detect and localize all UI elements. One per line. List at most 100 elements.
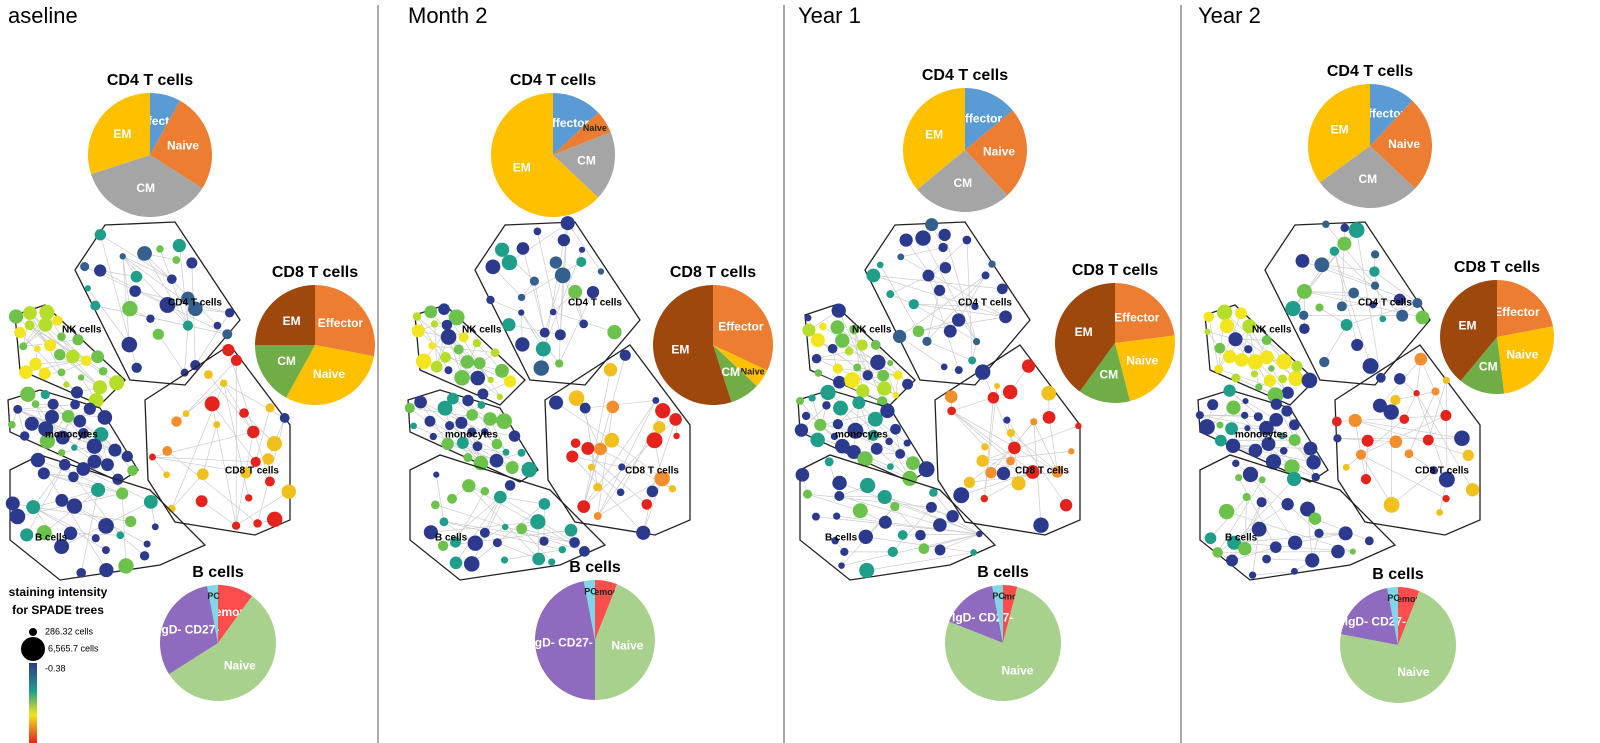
tree-node xyxy=(1287,535,1303,550)
tree-node xyxy=(30,452,46,468)
tree-edge xyxy=(951,410,1011,462)
tree-node xyxy=(19,342,28,351)
tree-edge xyxy=(255,407,271,462)
tree-edge xyxy=(1033,421,1058,473)
tree-edge xyxy=(184,325,189,373)
tree-edge xyxy=(839,495,940,526)
tree-edge xyxy=(1252,529,1260,576)
tree-node xyxy=(604,432,620,448)
tree-node xyxy=(70,386,84,399)
tree-node xyxy=(641,499,653,510)
tree-node xyxy=(467,535,483,551)
tree-edge xyxy=(558,291,594,364)
tree-node xyxy=(944,390,958,404)
tree-node xyxy=(832,363,843,374)
tree-node xyxy=(39,304,55,320)
tree-node xyxy=(253,519,262,528)
tree-node xyxy=(172,238,186,253)
slice-label: Effector xyxy=(1114,310,1160,324)
tree-edge xyxy=(171,473,204,509)
tree-edge xyxy=(521,528,553,563)
tree-node xyxy=(65,349,80,364)
tree-edge xyxy=(504,549,563,561)
tree-node xyxy=(939,262,952,274)
tree-node xyxy=(33,345,41,353)
tree-edge xyxy=(443,529,572,547)
tree-node xyxy=(994,382,1001,389)
tree-edge xyxy=(501,249,535,282)
tree-edge xyxy=(87,288,130,345)
tree-node xyxy=(477,401,486,409)
tree-edge xyxy=(1233,478,1295,544)
tree-node xyxy=(535,341,551,357)
tree-node xyxy=(73,414,87,428)
tree-node xyxy=(440,329,457,345)
tree-edge xyxy=(534,281,546,333)
tree-edge xyxy=(178,245,189,326)
tree-node xyxy=(1415,310,1430,325)
tree-edge xyxy=(420,401,485,433)
tree-node xyxy=(462,479,476,493)
tree-node xyxy=(80,262,90,272)
tree-node xyxy=(947,406,956,416)
tree-node xyxy=(91,482,106,497)
tree-node xyxy=(428,342,436,350)
tree-node xyxy=(463,556,480,572)
tree-node xyxy=(1030,418,1038,426)
tree-node xyxy=(1333,434,1342,443)
tree-node xyxy=(91,534,100,543)
tree-edge xyxy=(926,341,973,361)
tree-edge xyxy=(836,515,980,535)
tree-node xyxy=(415,353,432,370)
tree-node xyxy=(116,531,125,540)
tree-node xyxy=(579,319,589,329)
tree-node xyxy=(129,285,141,297)
tree-node xyxy=(1279,446,1288,455)
tree-node xyxy=(1436,509,1444,516)
tree-node xyxy=(489,453,504,468)
pie-slice xyxy=(1003,585,1018,643)
tree-node xyxy=(1214,434,1227,447)
tree-node xyxy=(922,269,935,282)
slice-label: EM xyxy=(283,314,301,328)
tree-node xyxy=(502,448,510,456)
tree-node xyxy=(529,276,539,286)
tree-edge xyxy=(1334,250,1403,316)
tree-edge xyxy=(597,478,663,517)
tree-node xyxy=(1355,449,1367,460)
tree-node xyxy=(897,530,908,540)
tree-node xyxy=(63,381,70,388)
tree-node xyxy=(862,370,873,381)
tree-node xyxy=(673,432,680,440)
pie-title: B cells xyxy=(569,559,621,576)
tree-node xyxy=(1465,483,1480,497)
pie-slice xyxy=(1115,283,1175,343)
tree-node xyxy=(1383,497,1400,513)
tree-node xyxy=(549,308,557,316)
tree-node xyxy=(1370,281,1380,290)
tree-edge xyxy=(984,471,1033,499)
tree-node xyxy=(502,523,509,531)
pie-slice xyxy=(315,285,376,357)
tree-label: NK cells xyxy=(462,325,502,336)
slice-label: CM xyxy=(577,154,596,168)
tree-node xyxy=(119,253,126,260)
tree-label: B cells xyxy=(1225,533,1258,544)
tree-node xyxy=(1303,441,1318,456)
slice-label: CM xyxy=(1099,368,1118,382)
tree-node xyxy=(1314,528,1324,538)
tree-edge xyxy=(866,552,974,571)
slice-label: CM xyxy=(1479,359,1498,373)
tree-node xyxy=(90,300,101,311)
tree-node xyxy=(222,329,233,340)
slice-label: EM xyxy=(925,128,943,142)
tree-node xyxy=(1438,471,1455,488)
tree-node xyxy=(19,431,30,441)
tree-edge xyxy=(583,419,676,507)
tree-node xyxy=(833,512,841,520)
tree-edge xyxy=(1356,229,1382,378)
tree-node xyxy=(668,485,677,493)
tree-node xyxy=(1003,416,1011,424)
pie-slice xyxy=(218,585,253,643)
tree-node xyxy=(424,305,438,319)
